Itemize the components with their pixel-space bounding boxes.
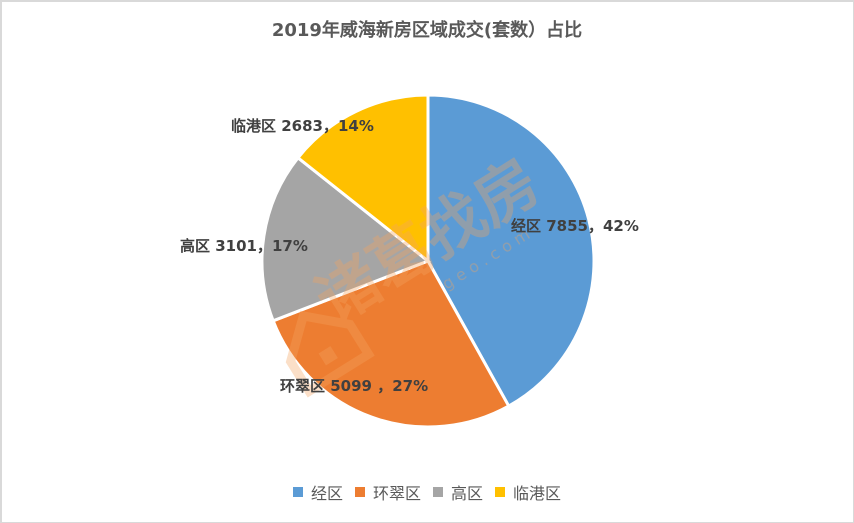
chart-legend: 经区 环翠区 高区 临港区 [0, 480, 854, 504]
legend-item-huancui[interactable]: 环翠区 [354, 480, 421, 504]
data-label-gao: 高区 3101，17% [180, 237, 308, 255]
pie-slice-huancui[interactable] [271, 259, 511, 429]
pie-slice-gao[interactable] [260, 155, 431, 323]
legend-label: 临港区 [513, 484, 562, 503]
legend-label: 经区 [310, 484, 343, 503]
data-label-jing: 经区 7855，42% [511, 217, 639, 235]
pie-slice-lingang[interactable] [295, 93, 430, 265]
house-icon [285, 310, 375, 398]
legend-item-gao[interactable]: 高区 [433, 480, 483, 504]
data-label-lingang: 临港区 2683，14% [231, 117, 374, 135]
pie-slice-jing[interactable] [426, 93, 596, 409]
legend-label: 环翠区 [372, 484, 421, 503]
legend-swatch-icon [292, 487, 303, 497]
data-label-huancui: 环翠区 5099 ，27% [280, 377, 429, 395]
legend-item-lingang[interactable]: 临港区 [495, 480, 561, 504]
legend-swatch-icon [495, 487, 506, 497]
pie-slices [260, 93, 596, 429]
legend-item-jing[interactable]: 经区 [292, 480, 343, 504]
legend-swatch-icon [433, 487, 443, 497]
chart-title: 2019年威海新房区域成交(套数）占比 [271, 20, 583, 41]
legend-swatch-icon [354, 487, 365, 497]
legend-label: 高区 [451, 484, 484, 503]
